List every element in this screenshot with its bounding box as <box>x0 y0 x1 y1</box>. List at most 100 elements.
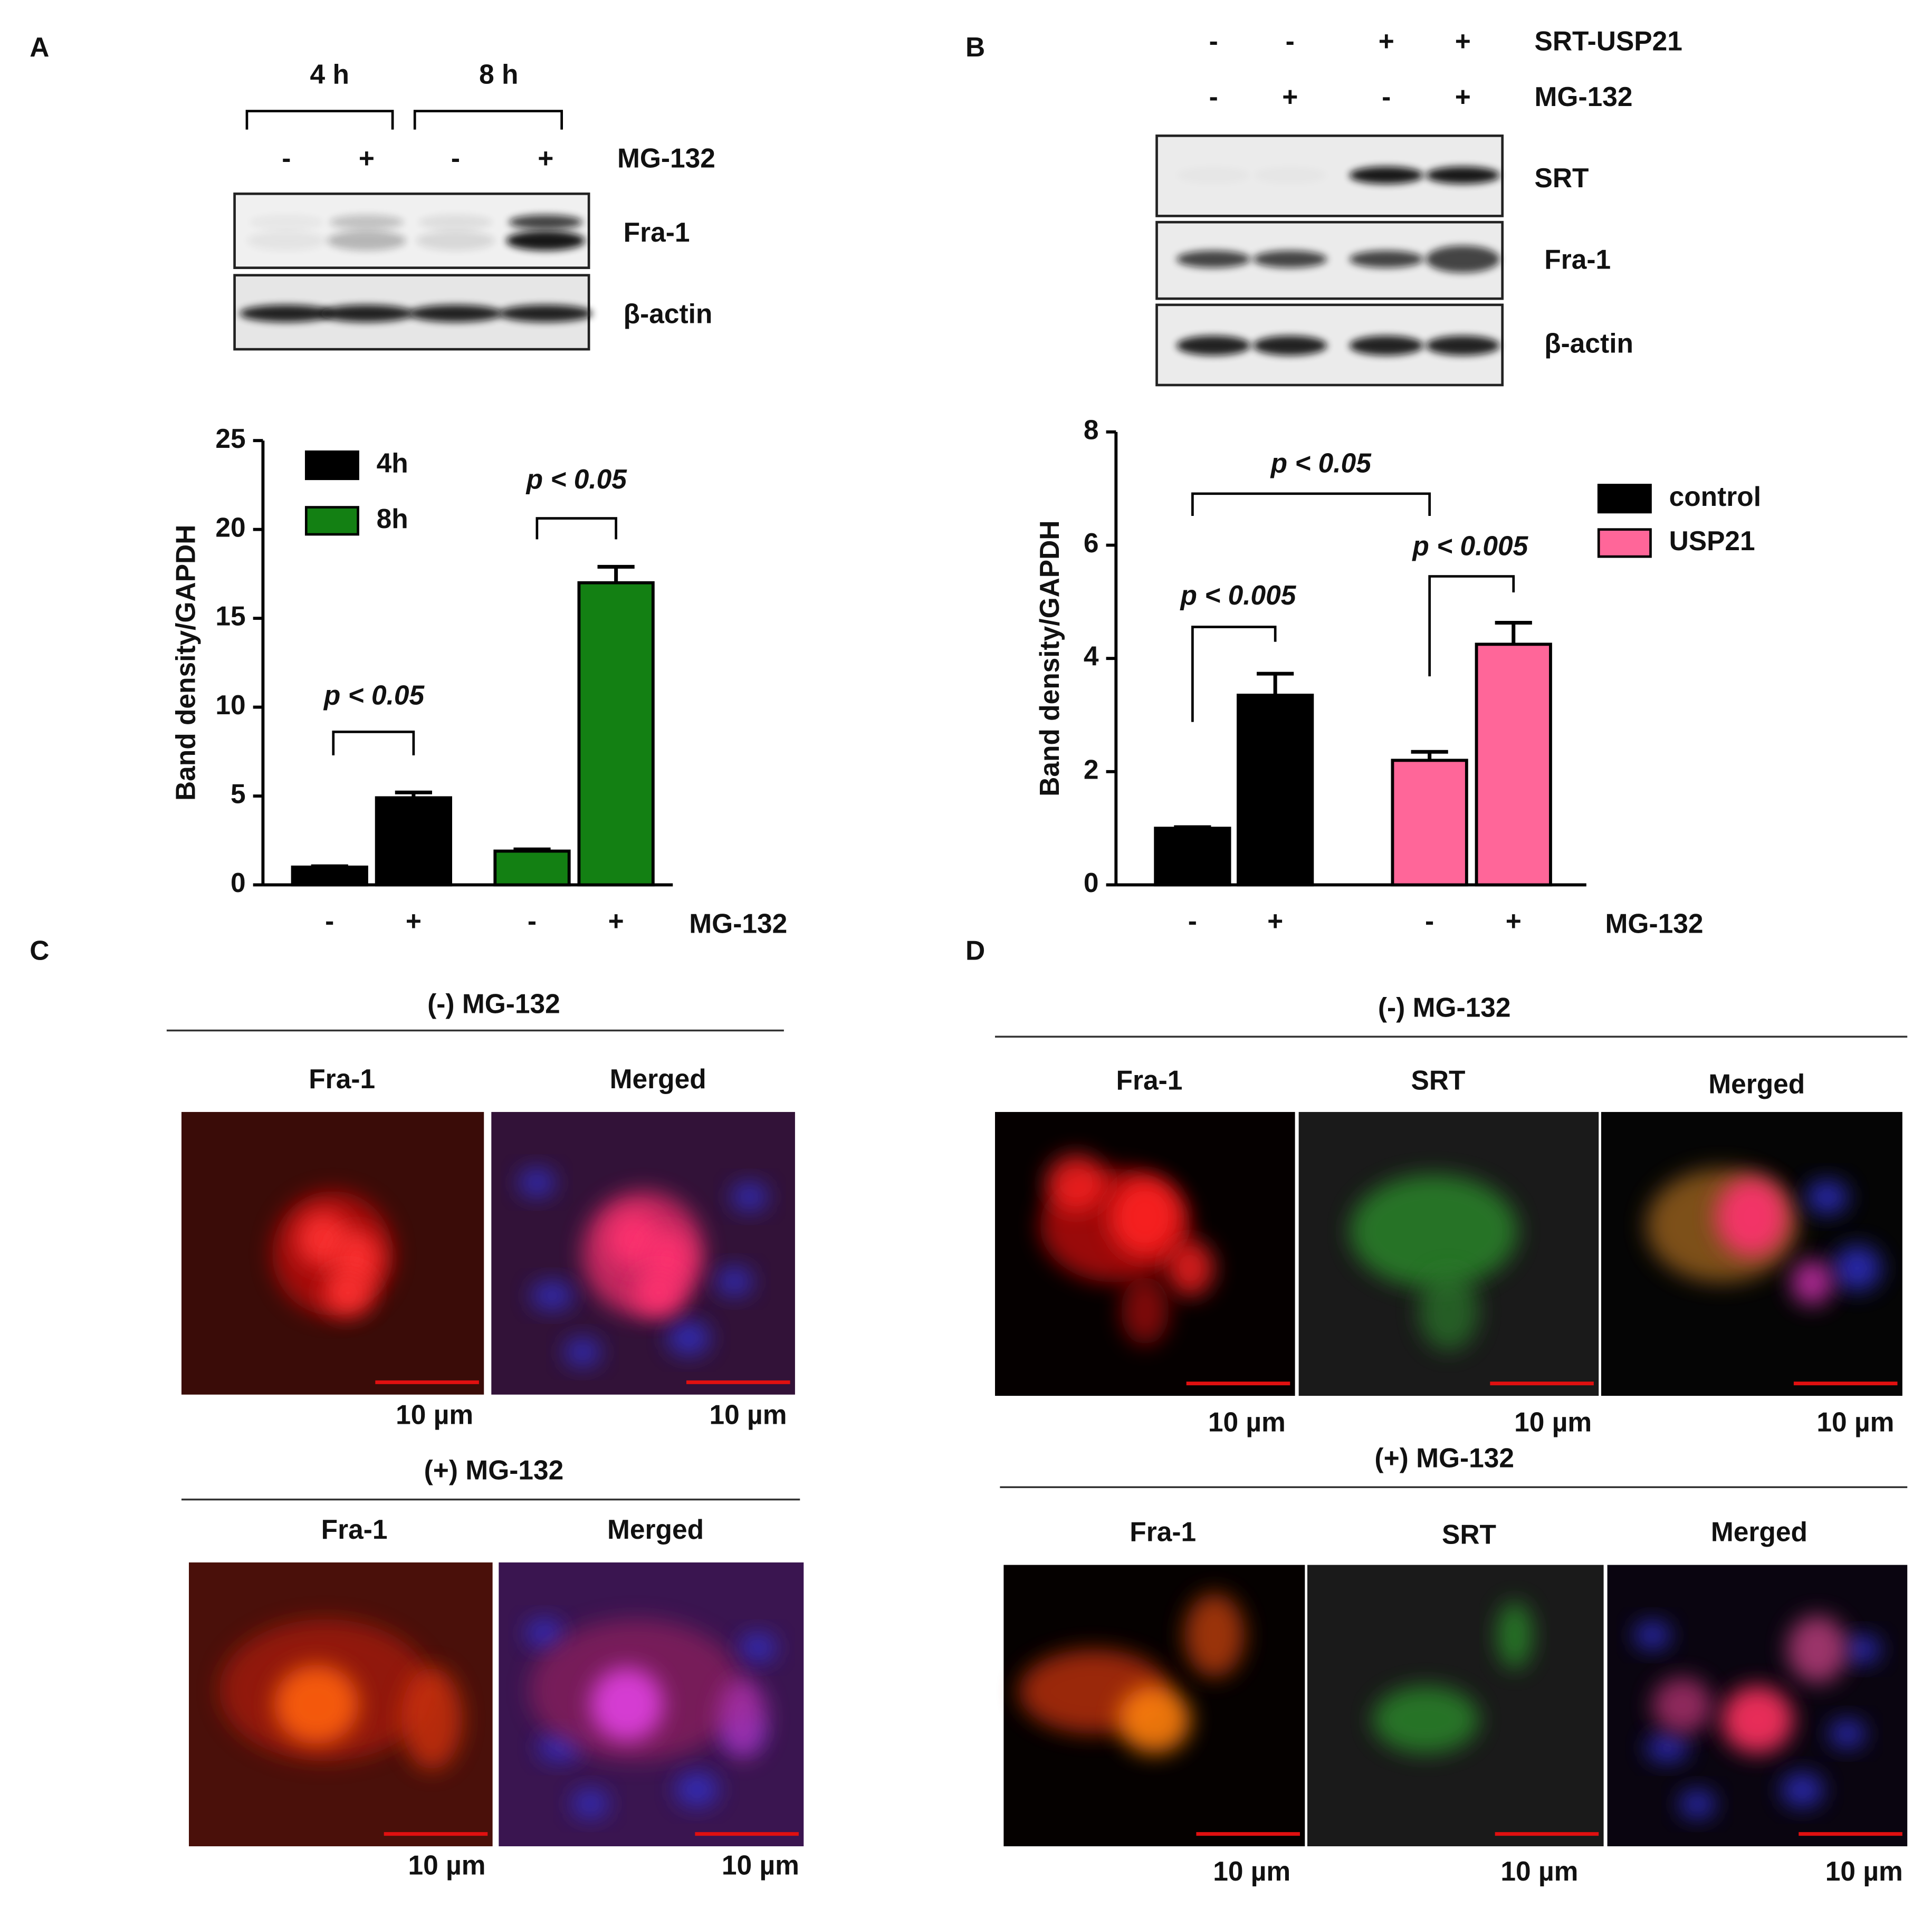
cell <box>1844 1635 1881 1664</box>
blot-band <box>320 304 414 322</box>
x-tick-label: - <box>1188 906 1197 936</box>
significance-bracket <box>332 731 415 755</box>
cell <box>564 1338 601 1367</box>
cell <box>1652 1677 1713 1734</box>
treatment-sign: - <box>1209 25 1218 56</box>
y-tick-label: 0 <box>1084 867 1099 898</box>
p-value: p < 0.005 <box>1411 530 1528 561</box>
blot-band <box>1177 167 1250 184</box>
blot-band <box>499 304 593 322</box>
blot-band <box>1176 335 1251 356</box>
x-tick-label: - <box>528 906 537 936</box>
column-label: Merged <box>1708 1068 1805 1099</box>
cell <box>1781 1773 1823 1807</box>
bar <box>493 849 571 887</box>
cell <box>1166 1240 1214 1297</box>
significance-bracket <box>1428 575 1515 677</box>
legend-swatch <box>1597 484 1652 514</box>
group-title: (+) MG-132 <box>424 1455 564 1485</box>
scale-label: 10 µm <box>1213 1856 1290 1886</box>
cell <box>667 1321 710 1355</box>
bracket <box>245 110 394 130</box>
treatment-sign: + <box>1455 81 1471 112</box>
blot-band <box>246 231 326 251</box>
panel-label: D <box>965 935 985 966</box>
blot-band <box>1349 166 1423 184</box>
cell <box>634 1270 683 1316</box>
blot-band <box>1253 250 1327 268</box>
p-value: p < 0.05 <box>1270 448 1372 478</box>
blot-band <box>408 304 503 322</box>
p-value: p < 0.05 <box>525 464 628 494</box>
treatment-label: MG-132 <box>1535 81 1633 112</box>
blot-band <box>329 215 404 230</box>
cell <box>1419 1271 1479 1350</box>
cell <box>526 1619 563 1648</box>
scale-label: 10 µm <box>722 1849 799 1880</box>
x-tick-label: + <box>406 906 422 936</box>
x-tick-label: + <box>1267 906 1283 936</box>
legend-label: 8h <box>377 503 408 534</box>
column-label: Fra-1 <box>321 1514 388 1545</box>
group-title: (+) MG-132 <box>1374 1442 1514 1473</box>
scale-label: 10 µm <box>408 1849 486 1880</box>
x-tick-label: - <box>1425 906 1434 936</box>
scale-label: 10 µm <box>1500 1856 1578 1886</box>
scale-label: 10 µm <box>1514 1406 1592 1437</box>
scale-label: 10 µm <box>710 1399 787 1430</box>
cell <box>1715 1177 1788 1257</box>
column-label: Fra-1 <box>309 1063 375 1094</box>
cell <box>1109 1177 1181 1257</box>
treatment-label: MG-132 <box>617 143 715 174</box>
cell <box>401 1667 463 1770</box>
bar <box>1154 827 1231 887</box>
cell <box>1497 1601 1533 1669</box>
blot-band <box>1426 166 1500 184</box>
panel-label: C <box>30 935 49 966</box>
y-tick-label: 15 <box>215 601 245 631</box>
blot-band <box>1253 167 1327 184</box>
legend-label: control <box>1669 481 1761 512</box>
y-tick-label: 20 <box>215 512 245 542</box>
y-tick-label: 10 <box>215 689 245 720</box>
cell <box>572 1789 609 1818</box>
cell <box>1634 1621 1671 1650</box>
scale-label: 10 µm <box>396 1399 473 1430</box>
significance-bracket <box>535 517 617 540</box>
significance-bracket <box>1191 626 1277 722</box>
treatment-sign: - <box>1382 81 1391 112</box>
cell <box>323 1270 372 1316</box>
cell <box>1118 1685 1191 1753</box>
scale-label: 10 µm <box>1208 1406 1286 1437</box>
cell <box>1721 1685 1794 1753</box>
y-axis-label: Band density/GAPDH <box>170 525 200 801</box>
band-label: β-actin <box>1544 328 1633 359</box>
x-axis-label: MG-132 <box>1605 908 1704 938</box>
legend-label: 4h <box>377 448 408 478</box>
blot-band <box>1426 245 1500 273</box>
cell <box>519 1168 556 1197</box>
blot-band <box>418 215 493 230</box>
treatment-sign: - <box>451 143 460 174</box>
bar <box>577 581 655 887</box>
y-tick-label: 6 <box>1084 528 1099 558</box>
cell <box>718 1679 767 1759</box>
bar <box>1391 759 1468 887</box>
column-label: Merged <box>607 1514 704 1545</box>
bar <box>1237 694 1314 887</box>
blot-band <box>416 231 495 251</box>
y-tick-label: 0 <box>231 867 246 898</box>
legend-swatch <box>304 506 359 536</box>
scale-label: 10 µm <box>1825 1856 1903 1886</box>
y-tick-label: 4 <box>1084 641 1099 672</box>
cell <box>739 1633 777 1662</box>
group-title: (-) MG-132 <box>1378 992 1511 1022</box>
cell <box>1350 1174 1518 1288</box>
column-label: Fra-1 <box>1130 1517 1196 1547</box>
panel-label: B <box>965 32 985 62</box>
x-tick-label: - <box>325 906 334 936</box>
p-value: p < 0.005 <box>1179 580 1296 610</box>
x-axis-label: MG-132 <box>689 908 787 938</box>
